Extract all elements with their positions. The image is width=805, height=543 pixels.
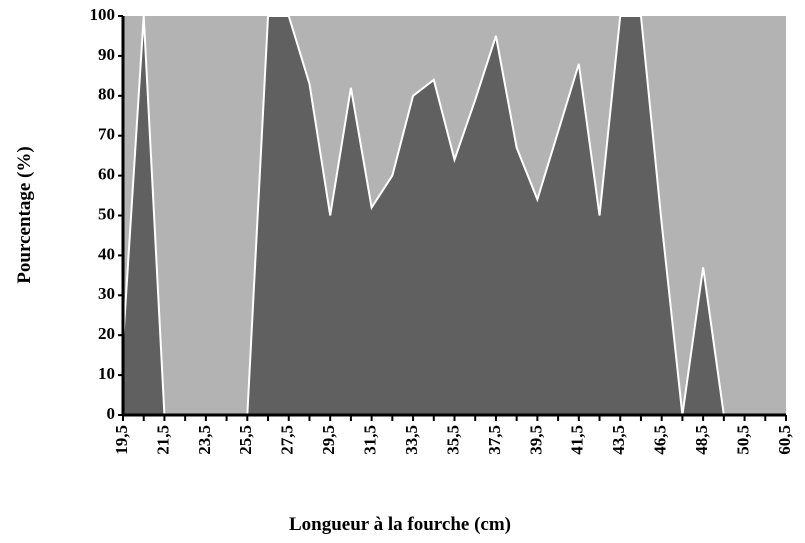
x-tick-label: 19,5 bbox=[112, 425, 131, 455]
x-tick-label: 23,5 bbox=[195, 425, 214, 455]
y-tick-label: 60 bbox=[98, 165, 115, 184]
x-tick-label: 31,5 bbox=[361, 425, 380, 455]
y-tick-label: 100 bbox=[90, 5, 116, 24]
y-tick-label: 50 bbox=[98, 204, 115, 223]
x-tick-label: 41,5 bbox=[568, 425, 587, 455]
x-tick-label: 25,5 bbox=[236, 425, 255, 455]
y-tick-label: 40 bbox=[98, 244, 115, 263]
y-tick-label: 80 bbox=[98, 85, 115, 104]
y-tick-label: 20 bbox=[98, 324, 115, 343]
x-tick-label: 50,5 bbox=[733, 425, 752, 455]
y-tick-label: 10 bbox=[98, 364, 115, 383]
x-axis-title: Longueur à la fourche (cm) bbox=[289, 514, 511, 535]
x-tick-label: 60,5 bbox=[775, 425, 794, 455]
x-tick-label: 21,5 bbox=[153, 425, 172, 455]
x-tick-label: 46,5 bbox=[651, 425, 670, 455]
x-tick-label: 35,5 bbox=[443, 425, 462, 455]
x-tick-label: 43,5 bbox=[609, 425, 628, 455]
y-tick-label: 30 bbox=[98, 284, 115, 303]
y-tick-label: 0 bbox=[107, 404, 116, 423]
x-tick-label: 48,5 bbox=[692, 425, 711, 455]
x-tick-label: 33,5 bbox=[402, 425, 421, 455]
y-tick-label: 70 bbox=[98, 125, 115, 144]
area bbox=[123, 16, 786, 415]
x-tick-label: 37,5 bbox=[485, 425, 504, 455]
y-tick-label: 90 bbox=[98, 45, 115, 64]
y-axis-title: Pourcentage (%) bbox=[14, 146, 35, 283]
x-tick-label: 27,5 bbox=[278, 425, 297, 455]
x-tick-label: 29,5 bbox=[319, 425, 338, 455]
x-tick-label: 39,5 bbox=[526, 425, 545, 455]
